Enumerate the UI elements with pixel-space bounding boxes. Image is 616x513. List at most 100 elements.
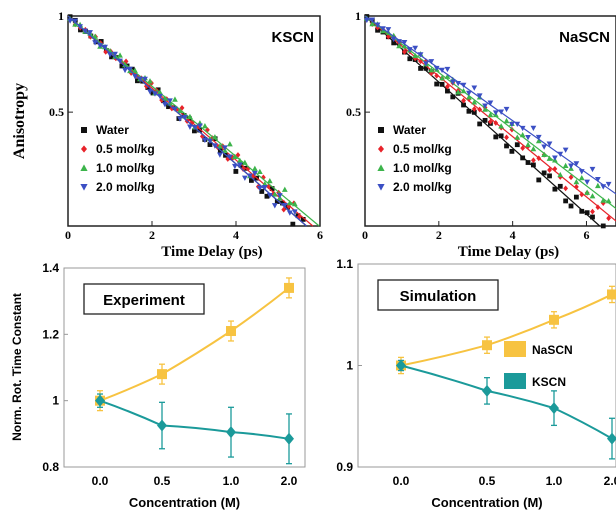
data-point	[412, 52, 419, 59]
data-point	[109, 54, 114, 60]
legend-marker	[81, 145, 87, 153]
data-point	[557, 183, 563, 189]
x-axis-label: Concentration (M)	[431, 495, 542, 510]
y-tick-label: 0.9	[336, 460, 353, 474]
data-point	[290, 221, 296, 227]
data-point	[261, 180, 268, 187]
x-tick-label: 0.5	[479, 474, 496, 488]
data-point	[546, 141, 553, 147]
data-point	[466, 94, 472, 100]
data-point	[172, 106, 178, 112]
data-point	[226, 426, 236, 439]
data-point	[520, 155, 526, 161]
data-point	[157, 419, 167, 432]
data-point	[119, 63, 125, 69]
legend-swatch	[504, 373, 526, 389]
data-point	[187, 124, 193, 130]
data-point	[525, 135, 531, 141]
data-point	[182, 114, 188, 121]
data-point	[600, 223, 606, 229]
legend-marker	[81, 127, 87, 133]
data-point	[232, 153, 238, 160]
data-point	[549, 402, 559, 415]
data-point	[259, 189, 265, 194]
data-point	[525, 141, 531, 148]
data-point	[150, 90, 156, 96]
data-point	[509, 148, 515, 154]
data-point	[127, 66, 133, 73]
data-point	[236, 162, 243, 168]
data-point	[600, 197, 607, 203]
data-point	[205, 127, 210, 133]
data-point	[514, 142, 520, 148]
data-point	[72, 18, 78, 24]
data-point	[269, 186, 275, 191]
data-point	[530, 146, 537, 152]
series-line	[99, 287, 290, 402]
data-point	[579, 191, 585, 198]
legend-marker	[377, 164, 385, 171]
data-point	[144, 83, 149, 90]
data-point	[233, 169, 239, 174]
plot-frame	[63, 267, 306, 468]
data-point	[589, 193, 596, 199]
data-point	[487, 100, 494, 106]
data-point	[396, 359, 406, 372]
data-point	[514, 134, 521, 140]
data-point	[276, 193, 283, 199]
data-point	[594, 182, 601, 189]
legend-label: Water	[393, 123, 426, 137]
data-point	[87, 30, 93, 36]
data-point	[402, 49, 407, 55]
data-point	[256, 168, 263, 175]
legend-marker	[80, 164, 88, 171]
data-point	[573, 194, 579, 200]
data-point	[284, 432, 294, 445]
fit-line	[364, 15, 616, 222]
legend-label: Water	[96, 123, 129, 137]
x-tick-label: 0	[65, 228, 71, 242]
data-point	[396, 43, 402, 49]
data-point	[286, 200, 293, 206]
data-point	[482, 117, 488, 123]
data-point	[412, 45, 419, 51]
data-point	[240, 166, 246, 172]
data-point	[226, 326, 236, 337]
data-point	[563, 198, 569, 204]
data-point	[482, 103, 488, 109]
x-tick-label: 1.0	[223, 474, 240, 488]
data-point	[503, 117, 510, 124]
y-tick-label: 1.1	[336, 257, 353, 271]
data-point	[504, 134, 509, 141]
data-point	[536, 177, 542, 183]
legend-label: 2.0 mol/kg	[393, 180, 452, 194]
data-point	[482, 384, 492, 397]
x-tick-label: 0.5	[154, 474, 171, 488]
legend-label: 0.5 mol/kg	[393, 142, 452, 156]
legend-label: 1.0 mol/kg	[393, 161, 452, 175]
data-point	[482, 106, 488, 112]
data-point	[202, 123, 208, 129]
data-point	[607, 289, 616, 300]
data-point	[391, 40, 397, 46]
data-point	[541, 144, 548, 150]
plot-frame	[364, 15, 616, 227]
data-point	[167, 98, 173, 104]
data-point	[217, 152, 223, 158]
data-point	[471, 85, 478, 91]
data-point	[557, 171, 564, 178]
data-point	[568, 174, 574, 181]
data-point	[504, 143, 509, 149]
x-tick-label: 2.0	[281, 474, 298, 488]
data-point	[177, 107, 183, 114]
x-tick-label: 4	[510, 228, 516, 242]
legend-label: NaSCN	[532, 343, 573, 357]
data-point	[132, 73, 138, 80]
data-point	[369, 21, 376, 27]
data-point	[509, 121, 515, 128]
data-point	[492, 110, 499, 116]
data-point	[241, 175, 248, 181]
data-point	[385, 27, 392, 33]
x-axis-label: Time Delay (ps)	[161, 244, 262, 260]
data-point	[541, 170, 547, 176]
